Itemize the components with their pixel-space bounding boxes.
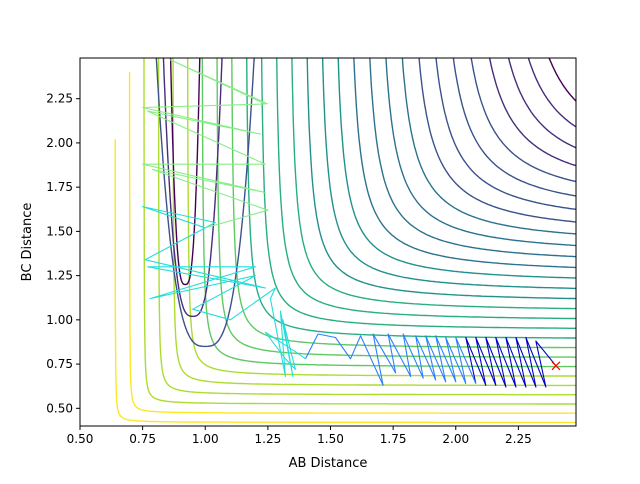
contour-line — [435, 58, 576, 211]
x-tick-label: 1.50 — [317, 432, 344, 446]
x-tick-label: 2.25 — [505, 432, 532, 446]
plot-area — [80, 58, 576, 426]
trajectory-line — [465, 336, 557, 388]
y-tick-label: 2.00 — [46, 136, 73, 150]
contour-line — [306, 58, 576, 300]
y-tick-label: 1.00 — [46, 313, 73, 327]
plot-frame — [79, 57, 577, 427]
y-tick-label: 2.25 — [46, 92, 73, 106]
contour-line — [143, 58, 576, 405]
y-tick-label: 1.25 — [46, 269, 73, 283]
x-tick-label: 2.00 — [442, 432, 469, 446]
contour-line — [276, 58, 576, 320]
trajectory-line — [142, 59, 269, 229]
contour-line — [186, 58, 576, 377]
marker-layer — [551, 361, 561, 371]
contour-line — [201, 58, 576, 368]
contour-line — [353, 58, 576, 269]
trajectory-line — [305, 333, 477, 386]
x-tick-label: 0.50 — [67, 432, 94, 446]
y-axis-label: BC Distance — [20, 203, 35, 282]
contour-line — [452, 58, 576, 197]
x-axis-label: AB Distance — [289, 456, 368, 471]
contour-line — [470, 58, 576, 183]
trajectory-line — [142, 206, 306, 378]
contour-line — [488, 58, 576, 167]
contour-line — [157, 58, 576, 396]
well-contour — [169, 58, 201, 286]
contour-line — [321, 58, 576, 290]
x-tick-label: 1.25 — [255, 432, 282, 446]
contour-line — [231, 58, 576, 349]
contour-line — [401, 58, 576, 235]
trajectory-lines — [142, 59, 557, 388]
y-tick-label: 0.50 — [46, 401, 73, 415]
contour-line — [114, 139, 576, 424]
contour-line — [172, 58, 576, 387]
well-contour — [155, 58, 255, 348]
x-axis-ticks: 0.50 0.75 1.00 1.25 1.50 1.75 2.00 2.25 — [67, 426, 532, 446]
y-axis-ticks: 0.50 0.75 1.00 1.25 1.50 1.75 2.00 2.25 — [46, 92, 80, 415]
contour-line — [548, 58, 576, 103]
contour-line — [507, 58, 576, 149]
contour-line — [418, 58, 576, 223]
contour-line — [369, 58, 576, 258]
contour-line — [128, 72, 576, 414]
x-tick-label: 0.75 — [129, 432, 156, 446]
y-tick-label: 1.50 — [46, 224, 73, 238]
y-tick-label: 1.75 — [46, 180, 73, 194]
contour-line — [260, 58, 576, 329]
contour-line — [337, 58, 576, 279]
x-tick-label: 1.75 — [380, 432, 407, 446]
end-marker — [551, 361, 561, 371]
y-tick-label: 0.75 — [46, 357, 73, 371]
x-tick-label: 1.00 — [192, 432, 219, 446]
well-contour — [162, 58, 223, 317]
end-marker-stroke — [551, 361, 561, 371]
contour-line — [385, 58, 576, 247]
contour-line — [527, 58, 576, 128]
contour-line — [291, 58, 576, 310]
